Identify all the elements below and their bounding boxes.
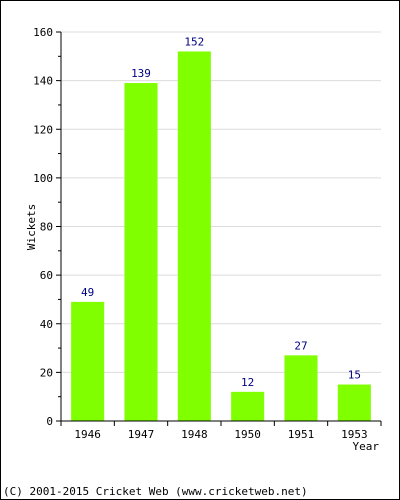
x-axis-title: Year (353, 440, 380, 453)
y-tick-label: 0 (46, 415, 53, 428)
bar-1950 (231, 391, 265, 421)
label-layer: 0 20 40 60 80 100 120 140 160 49 1946 139 1947 152 194… (33, 26, 367, 441)
data-label: 12 (241, 376, 254, 389)
y-tick-label: 100 (33, 172, 53, 185)
y-tick-label: 40 (40, 318, 53, 331)
data-label: 27 (294, 339, 307, 352)
x-tick-label: 1951 (288, 428, 315, 441)
x-tick-label: 1950 (234, 428, 261, 441)
copyright-footer: (C) 2001-2015 Cricket Web (www.cricketwe… (3, 485, 308, 498)
x-tick-label: 1948 (181, 428, 208, 441)
y-tick-label: 20 (40, 366, 53, 379)
grid-layer (61, 31, 381, 373)
bar-1948 (177, 51, 211, 421)
y-tick-label: 140 (33, 75, 53, 88)
bar-1946 (71, 301, 105, 421)
data-label: 139 (131, 67, 151, 80)
y-tick-label: 120 (33, 123, 53, 136)
bar-1951 (284, 355, 318, 421)
y-tick-label: 160 (33, 26, 53, 39)
y-tick-label: 60 (40, 269, 53, 282)
data-label: 152 (184, 35, 204, 48)
y-axis-title: Wickets (25, 204, 38, 250)
x-tick-label: 1946 (74, 428, 101, 441)
bar-layer (71, 51, 371, 422)
data-label: 15 (348, 369, 361, 382)
axis-layer (56, 31, 382, 426)
bar-1953 (337, 384, 371, 421)
x-tick-label: 1953 (341, 428, 368, 441)
data-label: 49 (81, 286, 94, 299)
y-tick-label: 80 (40, 221, 53, 234)
x-tick-label: 1947 (128, 428, 155, 441)
bar-1947 (124, 83, 158, 422)
